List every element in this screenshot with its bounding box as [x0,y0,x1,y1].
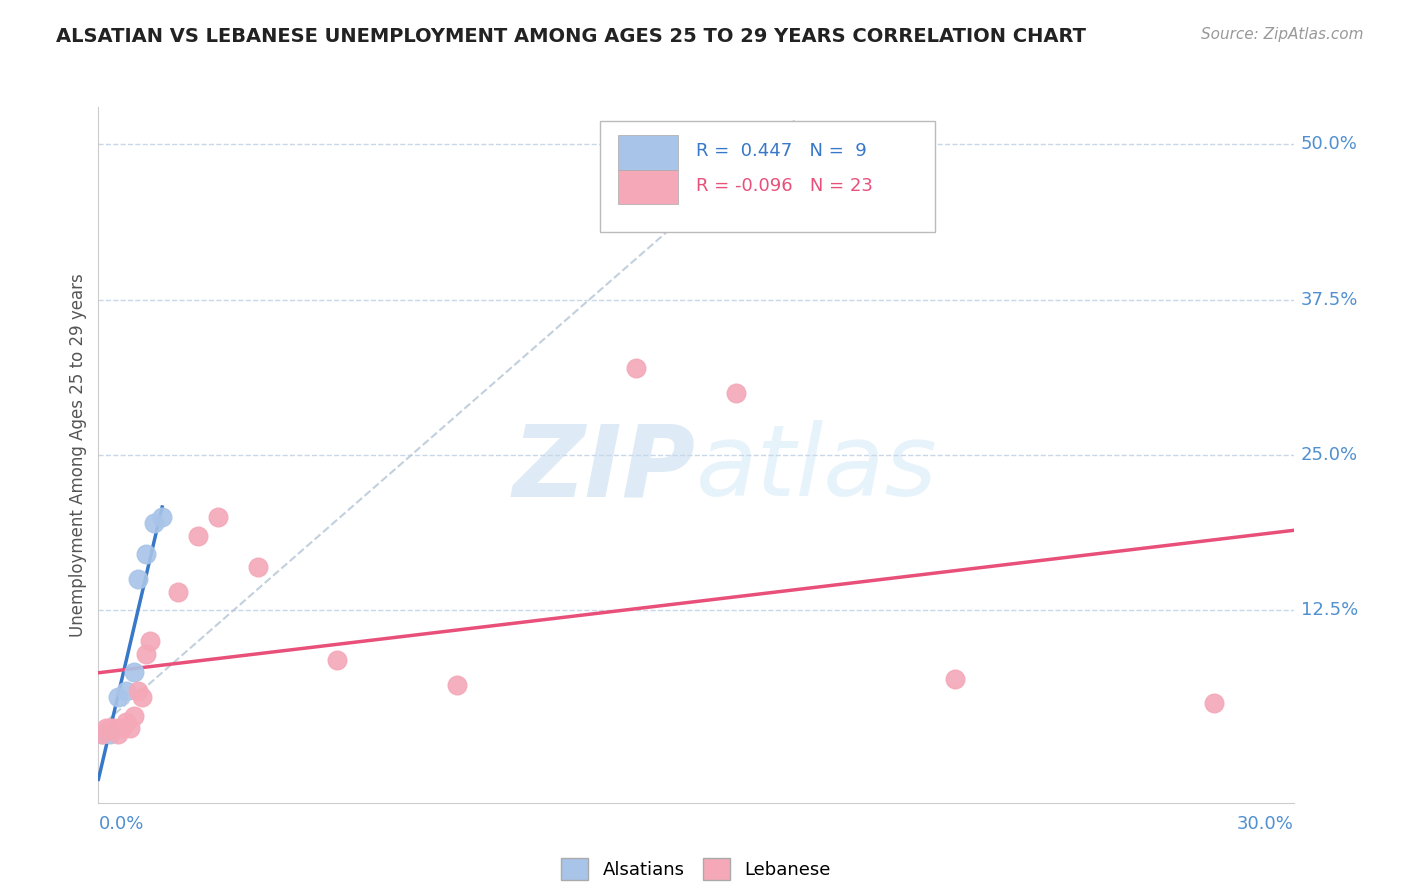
FancyBboxPatch shape [619,169,678,204]
Point [724,385,747,400]
Point [167,584,190,599]
Point [107,690,129,705]
Point [127,572,149,586]
Text: 30.0%: 30.0% [1237,815,1294,833]
Point [120,721,142,735]
Point [115,684,138,698]
Point [246,559,269,574]
Point [124,665,146,680]
Text: ALSATIAN VS LEBANESE UNEMPLOYMENT AMONG AGES 25 TO 29 YEARS CORRELATION CHART: ALSATIAN VS LEBANESE UNEMPLOYMENT AMONG … [56,27,1087,45]
Point [115,714,138,729]
Point [98,727,122,741]
Text: 0.0%: 0.0% [98,815,143,833]
Point [127,684,149,698]
Text: 50.0%: 50.0% [1301,136,1357,153]
Point [135,647,157,661]
Point [124,708,146,723]
Point [111,721,134,735]
Text: Source: ZipAtlas.com: Source: ZipAtlas.com [1201,27,1364,42]
Point [91,727,114,741]
FancyBboxPatch shape [600,121,935,232]
Point [143,516,166,531]
Point [107,727,129,741]
Text: 37.5%: 37.5% [1301,291,1358,309]
Point [131,690,153,705]
Point [943,672,966,686]
Text: ZIP: ZIP [513,420,696,517]
Legend: Alsatians, Lebanese: Alsatians, Lebanese [554,851,838,888]
Point [150,510,173,524]
Point [326,653,349,667]
Point [91,727,114,741]
Point [103,721,125,735]
Text: atlas: atlas [696,420,938,517]
Text: R = -0.096   N = 23: R = -0.096 N = 23 [696,177,873,194]
Text: R =  0.447   N =  9: R = 0.447 N = 9 [696,142,866,160]
Text: 12.5%: 12.5% [1301,601,1358,619]
FancyBboxPatch shape [619,135,678,169]
Text: 25.0%: 25.0% [1301,446,1358,464]
Point [446,678,468,692]
Point [135,547,157,561]
Point [96,721,118,735]
Point [207,510,229,524]
Point [187,529,209,543]
Point [98,721,122,735]
Point [1202,697,1225,711]
Point [139,634,162,648]
Point [624,361,647,376]
Y-axis label: Unemployment Among Ages 25 to 29 years: Unemployment Among Ages 25 to 29 years [69,273,87,637]
